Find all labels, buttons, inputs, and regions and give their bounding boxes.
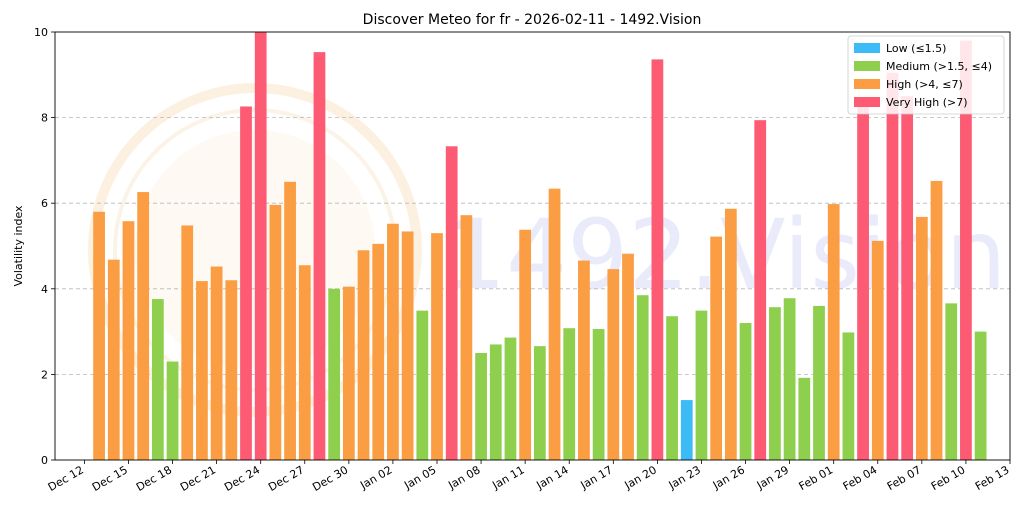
bar: [622, 253, 634, 460]
gridlines: [55, 117, 1010, 375]
bar: [269, 204, 282, 460]
bar: [328, 288, 341, 460]
bar: [504, 337, 517, 460]
bar: [401, 231, 414, 460]
bar: [710, 236, 723, 460]
legend-swatch: [854, 61, 880, 71]
bar: [578, 260, 590, 460]
legend-entry: Medium (>1.5, ≤4): [886, 60, 992, 73]
bar: [210, 266, 223, 460]
bar: [901, 96, 914, 460]
y-axis-ticks: 0 2 4 6 8 10: [34, 26, 55, 467]
bar: [416, 310, 429, 460]
bar: [166, 361, 179, 460]
bar: [974, 331, 987, 460]
bar: [798, 377, 811, 460]
bar: [93, 211, 105, 460]
bar: [769, 307, 781, 460]
bar: [460, 215, 473, 460]
legend-entry: Very High (>7): [886, 96, 968, 109]
bar: [387, 223, 399, 460]
bar: [533, 346, 546, 460]
bar: [475, 353, 487, 460]
bar: [813, 305, 825, 460]
legend-entry: High (>4, ≤7): [886, 78, 963, 91]
bar: [754, 120, 767, 460]
bar: [930, 180, 943, 460]
bar: [563, 328, 576, 460]
bar: [607, 269, 620, 460]
bar: [431, 233, 443, 460]
y-tick-label: 6: [41, 197, 48, 210]
bar: [225, 280, 238, 460]
bar: [592, 329, 605, 460]
y-tick-label: 0: [41, 454, 48, 467]
bar: [651, 59, 664, 460]
legend-swatch: [854, 97, 880, 107]
y-axis-label: Volatility index: [12, 205, 25, 287]
legend: Low (≤1.5) Medium (>1.5, ≤4) High (>4, ≤7)…: [847, 35, 1005, 115]
bar: [284, 181, 296, 461]
bar: [915, 216, 928, 460]
bar: [724, 208, 737, 460]
bar: [783, 298, 796, 460]
bar: [122, 221, 135, 460]
bar: [842, 332, 855, 460]
y-tick-label: 4: [41, 283, 48, 296]
bar: [107, 259, 120, 460]
bar: [548, 188, 561, 460]
bar: [945, 303, 958, 460]
bar: [871, 240, 884, 460]
bar: [886, 72, 899, 460]
legend-entry: Low (≤1.5): [886, 42, 946, 55]
y-tick-label: 8: [41, 112, 48, 125]
bar: [666, 316, 678, 460]
bar: [240, 106, 252, 461]
bar: [372, 243, 385, 460]
axes: [54, 31, 1011, 461]
bar: [196, 281, 208, 460]
bar: [313, 52, 326, 461]
bar: [519, 229, 532, 460]
bar: [445, 146, 458, 460]
y-tick-label: 10: [34, 26, 48, 39]
chart-title: Discover Meteo for fr - 2026-02-11 - 149…: [363, 12, 702, 28]
bar: [960, 40, 972, 461]
legend-swatch: [854, 43, 880, 53]
bar: [695, 310, 708, 460]
bars: [93, 32, 987, 461]
legend-box: [847, 35, 1005, 115]
bar: [342, 286, 355, 460]
bar: [254, 32, 267, 460]
y-tick-label: 2: [41, 368, 48, 381]
bar: [181, 225, 194, 460]
bar: [137, 192, 150, 460]
bar: [298, 265, 311, 460]
bar: [680, 400, 693, 460]
legend-swatch: [854, 79, 880, 89]
plot-frame: [54, 31, 1011, 461]
bar: [636, 295, 649, 460]
bar: [489, 344, 502, 460]
bar: [739, 323, 752, 460]
bar: [857, 98, 869, 460]
bar: [827, 204, 840, 460]
bar: [151, 299, 164, 460]
bar: [357, 250, 370, 460]
